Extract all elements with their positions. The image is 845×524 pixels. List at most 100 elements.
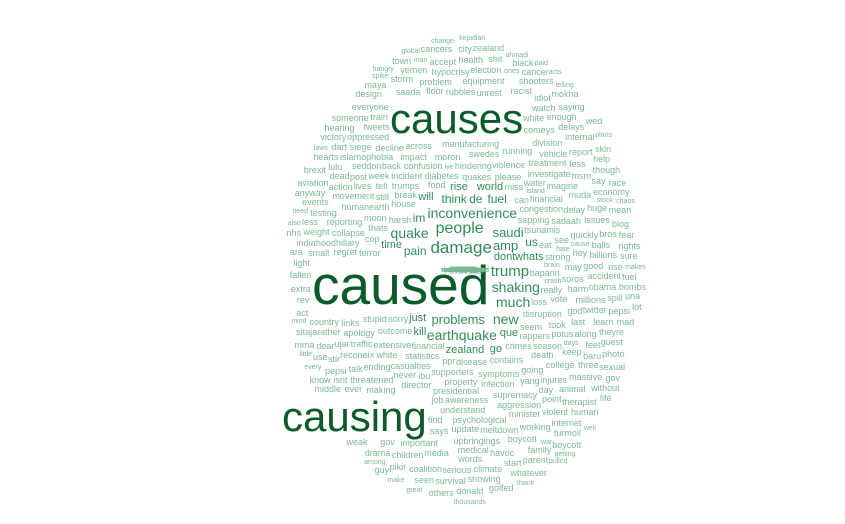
word-delays: delays xyxy=(558,123,584,132)
word-town: town xyxy=(392,57,411,66)
word-ive: ive xyxy=(444,164,453,171)
word-hindering: hindering xyxy=(455,162,492,171)
word-cancer: cancer xyxy=(522,68,549,77)
word-potus: potus xyxy=(551,330,573,339)
word-vehicle: vehicle xyxy=(539,150,567,159)
word-new: new xyxy=(493,312,519,326)
word-hearts: hearts xyxy=(313,153,338,162)
word-moon: moon xyxy=(364,214,387,223)
word-others: others xyxy=(429,489,454,498)
word-siege: siege xyxy=(350,143,372,152)
word-financial: financial xyxy=(530,195,563,204)
word-balls: balls xyxy=(592,241,611,250)
word-makes: makes xyxy=(625,264,646,271)
word-kejadian: kejadian xyxy=(459,35,485,42)
word-hypocrisy: hypocrisy xyxy=(432,68,470,77)
word-design: design xyxy=(355,90,382,99)
word-symptoms: symptoms xyxy=(478,370,519,379)
word-strong: strong xyxy=(546,253,571,262)
word-fuel: fuel xyxy=(622,273,637,282)
word-pepsi: pepsi xyxy=(608,307,630,316)
word-week: week xyxy=(368,172,389,181)
word-photo: photo xyxy=(602,350,625,359)
word-havoc: havoc xyxy=(490,449,514,458)
word-saada: saada xyxy=(396,88,421,97)
word-incident: incident xyxy=(391,172,422,181)
word-still: still xyxy=(376,193,389,202)
word-start: start xyxy=(504,459,522,468)
word-going: going xyxy=(521,366,543,375)
word-oppressed: oppressed xyxy=(347,133,389,142)
word-white: white xyxy=(376,351,397,360)
word-shooters: shooters xyxy=(519,77,554,86)
word-weak: weak xyxy=(347,438,368,447)
word-college: college xyxy=(546,361,575,370)
word-dont: dont xyxy=(494,252,515,263)
word-dead: dead xyxy=(330,172,350,181)
word-congestion: congestion xyxy=(519,205,563,214)
word-wed: wed xyxy=(586,117,603,126)
word-ujar: ujar xyxy=(335,340,350,349)
word-una: una xyxy=(625,292,640,301)
word-eat: eat xyxy=(539,241,552,250)
word-talk: talk xyxy=(349,365,363,374)
word-causing: causing xyxy=(282,396,427,438)
word-stock: stock xyxy=(597,197,613,204)
word-hangry: hangry xyxy=(373,66,394,73)
word-make: make xyxy=(387,477,404,484)
word-blog: blog xyxy=(612,220,629,229)
word-pulled: pulled xyxy=(549,458,568,465)
word-learn: learn xyxy=(593,318,613,327)
word-swedes: swedes xyxy=(469,150,500,159)
word-sadaah: sadaah xyxy=(551,217,581,226)
word-quickly: quickly xyxy=(571,231,599,240)
word-job: job xyxy=(432,396,444,405)
word-great: great xyxy=(406,487,422,494)
word-comeys: comeys xyxy=(524,126,555,135)
word-please: please xyxy=(495,173,522,182)
word-maya: maya xyxy=(364,81,386,90)
word-turmoil: turmoil xyxy=(554,429,581,438)
word-obama: obama xyxy=(589,283,617,292)
word-theyre: theyre xyxy=(599,328,624,337)
word-among: among xyxy=(364,459,385,466)
word-ending: ending xyxy=(364,363,391,372)
word-go: go xyxy=(490,344,502,355)
word-rev: rev xyxy=(297,296,310,305)
word-health: health xyxy=(458,56,483,65)
word-mind: mind xyxy=(291,318,306,325)
word-along: along xyxy=(575,330,597,339)
word-point: point xyxy=(542,395,562,404)
word-inconvenience: inconvenience xyxy=(428,206,518,220)
word-post: post xyxy=(350,173,367,182)
word-rise: rise xyxy=(608,263,623,272)
word-msm: msm xyxy=(571,172,591,181)
word-dear: dear xyxy=(316,342,334,351)
word-awareness: awareness xyxy=(445,396,489,405)
word-therapist: therapist xyxy=(562,398,597,407)
word-violent: violent xyxy=(542,408,568,417)
word-race: race xyxy=(609,179,627,188)
word-boycott: boycott xyxy=(552,441,581,450)
word-words: words xyxy=(458,455,482,464)
word-rights: rights xyxy=(619,242,641,251)
word-treatment: treatment xyxy=(528,159,566,168)
word-really: really xyxy=(541,286,563,295)
word-im: im xyxy=(413,212,426,224)
word-back: back xyxy=(382,162,401,171)
word-making: making xyxy=(366,386,395,395)
word-man: man xyxy=(414,57,428,64)
word-global: global xyxy=(401,48,420,55)
word-earthquake: earthquake xyxy=(427,328,497,342)
word-fuel: fuel xyxy=(487,193,506,205)
word-ever: ever xyxy=(345,385,363,394)
word-laws: laws xyxy=(314,145,328,152)
word-sorry: sorry xyxy=(388,315,408,324)
word-election: election xyxy=(470,66,501,75)
word-paid: paid xyxy=(535,60,548,67)
word-apology: apology xyxy=(343,329,375,338)
word-house: house xyxy=(391,200,416,209)
word-island: island xyxy=(526,188,544,195)
word-accept: accept xyxy=(430,58,457,67)
word-world: world xyxy=(477,182,503,193)
